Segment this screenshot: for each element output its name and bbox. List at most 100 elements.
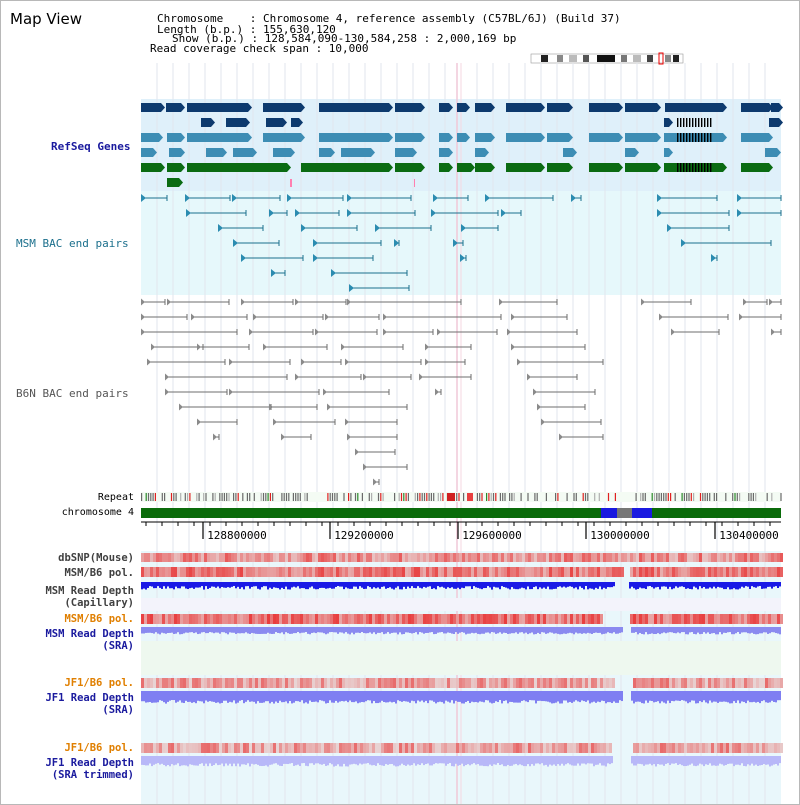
track-label-jf1-b6-pol-2[interactable]: JF1/B6 pol. (64, 742, 134, 754)
jf1-b6-pol2-heat (279, 743, 282, 753)
jf1-b6-pol2-heat (180, 743, 183, 753)
msm-depth-capillary-bar (241, 582, 243, 588)
msm-depth-sra-bar (581, 627, 583, 634)
jf1-depth-trim-bar (235, 756, 237, 767)
msm-depth-capillary-bar (641, 582, 643, 589)
b6n-bac-end (373, 478, 377, 486)
jf1-depth-sra-bar (533, 691, 535, 701)
msm-depth-sra-bar (621, 627, 623, 633)
jf1-depth-trim-bar (721, 756, 723, 765)
track-label-msm-bac[interactable]: MSM BAC end pairs (16, 237, 129, 250)
b6n-bac-end (315, 328, 319, 336)
msm-b6-pol2-heat (582, 614, 585, 624)
msm-b6-pol2-heat (486, 614, 489, 624)
dbsnp-heat (216, 553, 219, 562)
jf1-depth-sra-bar (245, 691, 247, 702)
repeat-element (709, 493, 711, 501)
msm-depth-capillary-bar (667, 582, 669, 589)
b6n-bac-end (355, 448, 359, 456)
msm-b6-pol-heat (600, 567, 603, 577)
repeat-element (681, 493, 683, 501)
jf1-b6-pol-heat (543, 678, 546, 688)
chromosome-bar (141, 508, 781, 518)
jf1-b6-pol2-heat (189, 743, 192, 753)
msm-b6-pol2-heat (141, 614, 144, 624)
jf1-b6-pol-heat (366, 678, 369, 688)
jf1-depth-trim-bar (565, 756, 567, 765)
jf1-depth-trim-bar (239, 756, 241, 767)
track-label-jf1-depth-sra[interactable]: JF1 Read Depth (45, 692, 134, 704)
jf1-b6-pol2-heat (216, 743, 219, 753)
jf1-b6-pol-heat (552, 678, 555, 688)
msm-depth-capillary-bar (359, 582, 361, 587)
msm-depth-capillary-bar (603, 582, 605, 588)
b6n-bac-end (167, 298, 171, 306)
b6n-bac-end (499, 298, 503, 306)
msm-b6-pol2-heat (378, 614, 381, 624)
track-label-b6n-bac[interactable]: B6N BAC end pairs (16, 387, 129, 400)
ideogram-band (621, 55, 627, 62)
jf1-depth-sra-bar (763, 691, 765, 701)
jf1-depth-sra-bar (337, 691, 339, 703)
track-label-msm-depth-sra[interactable]: MSM Read Depth (45, 628, 134, 640)
msm-b6-pol2-heat (477, 614, 480, 624)
track-label-refseq[interactable]: RefSeq Genes (51, 140, 131, 153)
track-label-chromosome[interactable]: chromosome 4 (61, 507, 134, 518)
track-label-jf1-depth-trimmed[interactable]: JF1 Read Depth (45, 757, 134, 769)
track-label-repeat[interactable]: Repeat (97, 492, 134, 503)
jf1-b6-pol-heat (648, 678, 651, 688)
gene-exon (704, 163, 706, 172)
refseq-gene-arrow (779, 103, 783, 112)
msm-depth-capillary-bar (151, 582, 153, 587)
chromosome-info: Chromosome : Chromosome 4, reference ass… (157, 12, 621, 25)
refseq-gene-arrow (573, 148, 577, 157)
msm-b6-pol2-heat (726, 614, 729, 624)
jf1-depth-sra-bar (381, 691, 383, 701)
jf1-b6-pol2-heat (297, 743, 300, 753)
jf1-b6-pol-heat (237, 678, 240, 688)
track-label-jf1-b6-pol[interactable]: JF1/B6 pol. (64, 677, 134, 689)
dbsnp-heat (276, 553, 279, 562)
refseq-gene-arrow (253, 148, 257, 157)
dbsnp-heat (195, 553, 198, 562)
jf1-b6-pol2-heat (153, 743, 156, 753)
track-label-msm-b6-pol-2[interactable]: MSM/B6 pol. (64, 613, 134, 625)
msm-depth-sra-bar (761, 627, 763, 634)
jf1-b6-pol2-heat (228, 743, 231, 753)
track-label-dbsnp[interactable]: dbSNP(Mouse) (58, 552, 134, 564)
jf1-depth-sra-bar (305, 691, 307, 703)
msm-depth-sra-bar (431, 627, 433, 633)
msm-depth-capillary-bar (679, 582, 681, 587)
track-label-msm-b6-pol[interactable]: MSM/B6 pol. (64, 567, 134, 579)
msm-b6-pol2-heat (705, 614, 708, 624)
repeat-element (766, 493, 768, 501)
jf1-depth-sra-bar (411, 691, 413, 701)
msm-depth-sra-bar (733, 627, 735, 635)
msm-depth-capillary-bar (507, 582, 509, 589)
repeat-element (180, 493, 182, 501)
msm-depth-sra-bar (641, 627, 643, 634)
jf1-depth-trim-bar (363, 756, 365, 764)
dbsnp-heat (627, 553, 630, 562)
msm-b6-pol-heat (246, 567, 249, 577)
track-label-msm-depth-capillary[interactable]: MSM Read Depth (45, 585, 134, 597)
msm-b6-pol2-heat (186, 614, 189, 624)
repeat-element (688, 493, 690, 501)
dbsnp-heat (738, 553, 741, 562)
jf1-depth-sra-bar (677, 691, 679, 701)
msm-depth-capillary-bar (711, 582, 713, 589)
jf1-depth-trim-bar (189, 756, 191, 765)
dbsnp-heat (480, 553, 483, 562)
jf1-b6-pol2-heat (465, 743, 468, 753)
repeat-element (336, 493, 338, 501)
repeat-element (660, 493, 662, 501)
jf1-depth-sra-bar (595, 691, 597, 703)
msm-b6-pol2-heat (729, 614, 732, 624)
refseq-gene-arrow (541, 163, 545, 172)
jf1-depth-trim-bar (329, 756, 331, 764)
msm-bac-end (241, 254, 246, 262)
dbsnp-heat (426, 553, 429, 562)
jf1-b6-pol2-heat (426, 743, 429, 753)
jf1-b6-pol2-heat (156, 743, 159, 753)
